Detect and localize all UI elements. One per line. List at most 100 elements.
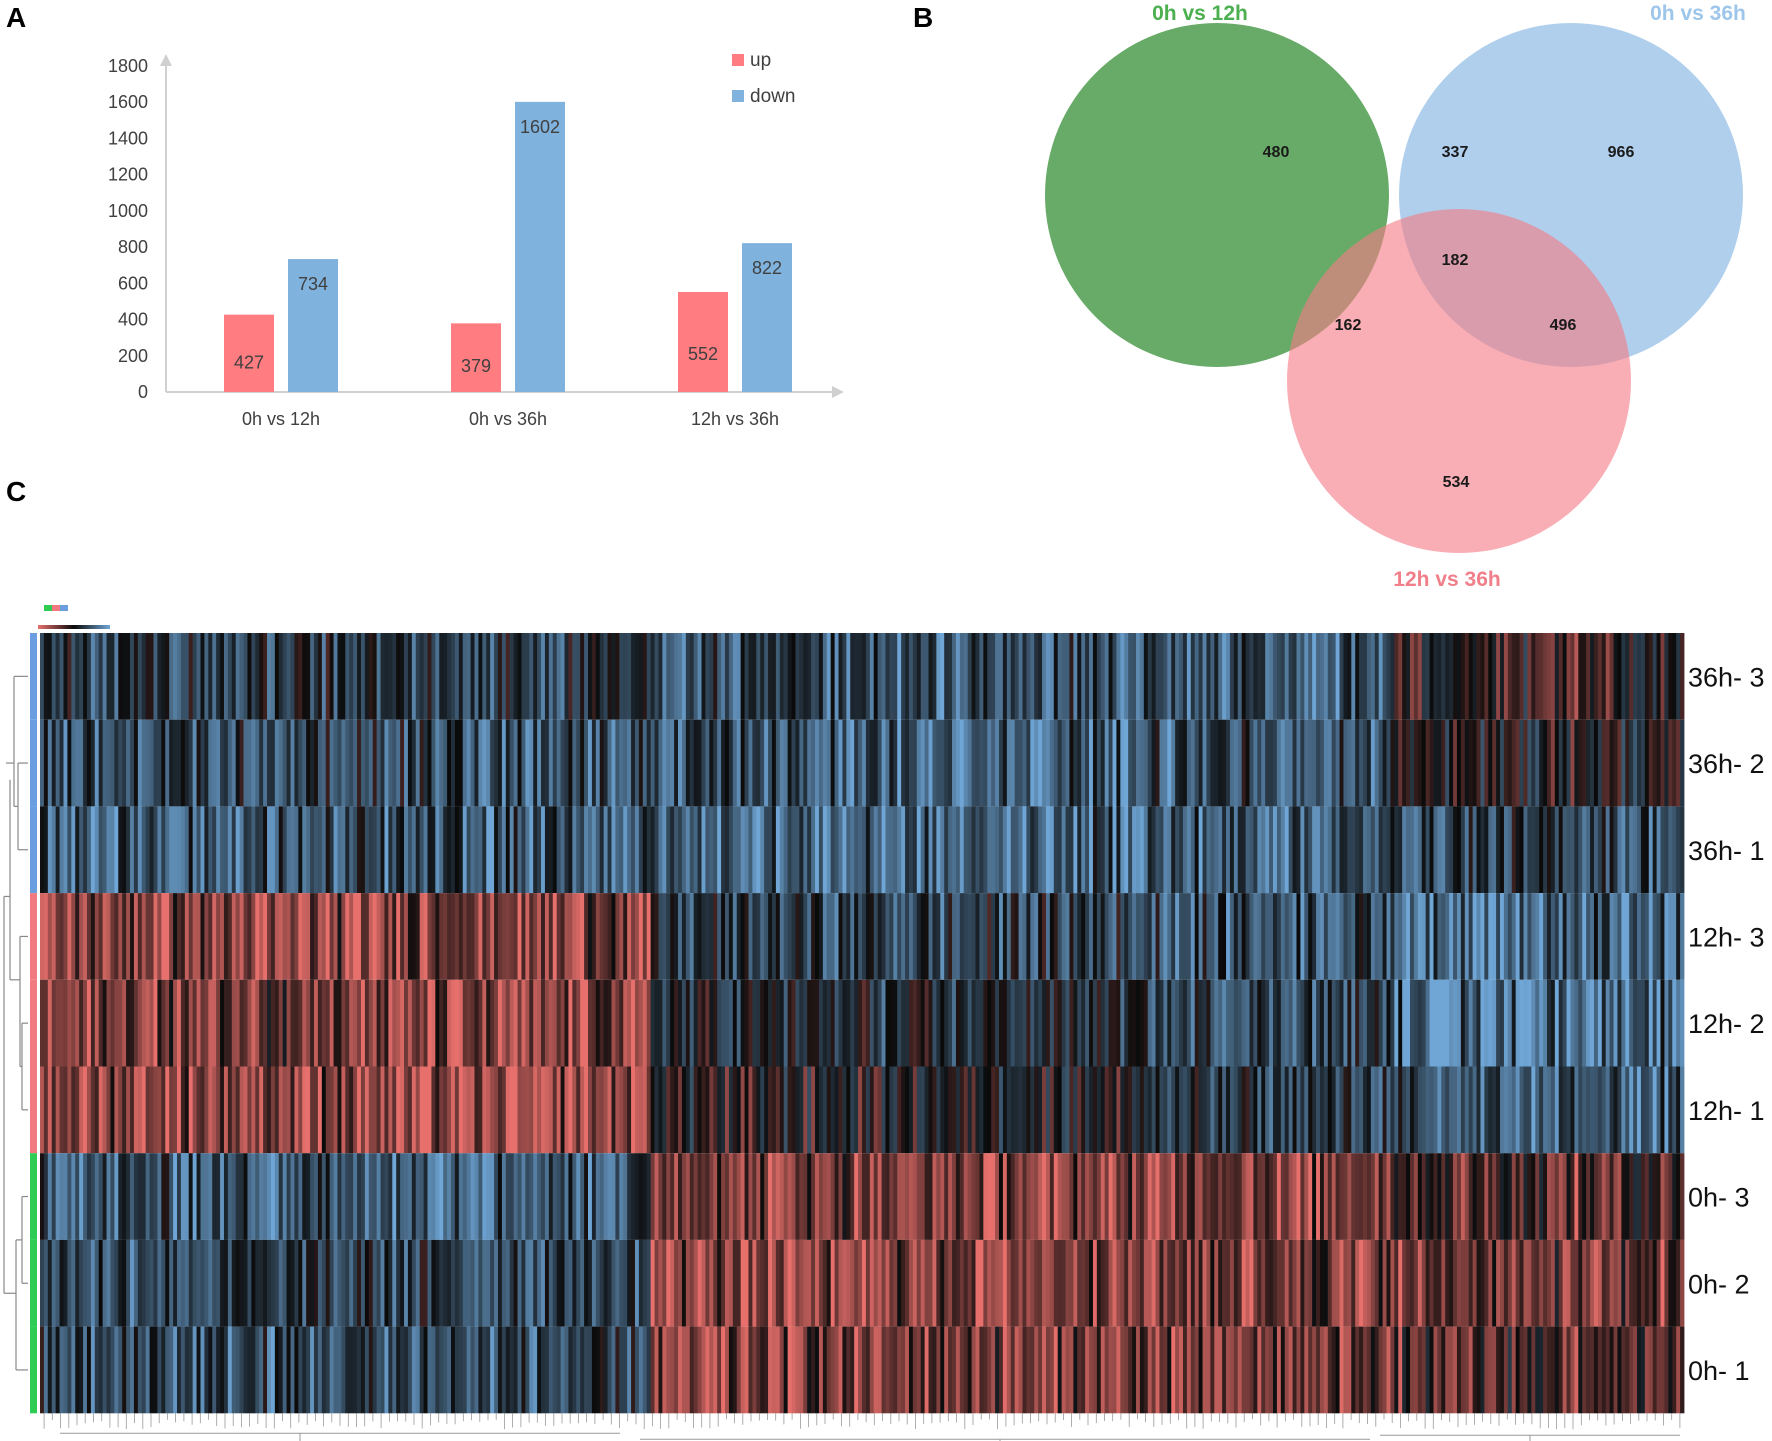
heatmap-cell [1468,1066,1474,1154]
heatmap-cell [40,806,45,894]
heatmap-cell [971,1066,976,1154]
heatmap-cell [650,1239,655,1327]
heatmap-cell [752,893,757,980]
heatmap-cell [59,893,64,980]
heatmap-cell [1644,1239,1650,1327]
heatmap-cell [1656,719,1661,807]
heatmap-cell [282,893,287,980]
heatmap-cell [1578,979,1583,1067]
heatmap-cell [1476,979,1481,1067]
heatmap-cell [916,1239,922,1327]
heatmap-cell [1676,893,1681,980]
heatmap-cell [552,1066,558,1154]
heatmap-cell [310,633,315,720]
heatmap-cell [141,633,147,720]
heatmap-cell [1300,1153,1305,1240]
heatmap-cell [1374,1153,1380,1240]
heatmap-cell [1593,1066,1599,1154]
heatmap-cell [1519,893,1524,980]
heatmap-cell [599,1066,605,1154]
heatmap-cell [693,1239,698,1327]
heatmap-cell [1347,1326,1352,1414]
heatmap-cell [670,979,675,1067]
heatmap-cell [59,719,64,807]
heatmap-cell [286,633,291,720]
heatmap-cell [779,1153,785,1240]
heatmap-cell [791,806,796,894]
heatmap-cell [1049,1153,1055,1240]
heatmap-cell [865,1326,871,1414]
heatmap-cell [1163,719,1168,807]
heatmap-cell [1535,1239,1540,1327]
heatmap-cell [59,633,64,720]
heatmap-cell [1460,1239,1466,1327]
heatmap-cell [1222,893,1227,980]
heatmap-cell [1378,1326,1383,1414]
heatmap-cell [654,806,659,894]
heatmap-cell [274,719,280,807]
heatmap-cell [482,1239,487,1327]
heatmap-cell [674,806,679,894]
heatmap-cell [357,979,362,1067]
heatmap-cell [345,979,350,1067]
heatmap-cell [529,719,534,807]
heatmap-cell [1030,633,1035,720]
heatmap-cell [1116,719,1121,807]
heatmap-cell [674,1066,679,1154]
heatmap-cell [263,1066,268,1154]
heatmap-cell [63,806,68,894]
heatmap-cell [196,893,201,980]
heatmap-cell [1449,979,1454,1067]
heatmap-cell [227,893,233,980]
heatmap-cell [1441,1066,1446,1154]
heatmap-cell [1312,633,1317,720]
heatmap-cell [466,1326,471,1414]
heatmap-cell [1116,1239,1121,1327]
heatmap-cell [787,1239,792,1327]
heatmap-cell [1069,806,1074,894]
heatmap-cell [1343,893,1348,980]
heatmap-cell [862,1066,867,1154]
heatmap-cell [1629,1153,1634,1240]
heatmap-cell [1672,633,1677,720]
heatmap-cell [768,893,773,980]
heatmap-cell [717,893,722,980]
heatmap-cell [1280,1153,1286,1240]
heatmap-cell [286,719,291,807]
heatmap-cell [701,806,706,894]
heatmap-cell [1132,979,1137,1067]
heatmap-cell [1382,1066,1387,1154]
heatmap-cell [1241,1326,1246,1414]
heatmap-cell [791,633,796,720]
heatmap-cell [912,1239,918,1327]
heatmap-cell [591,1066,597,1154]
heatmap-cell [1460,633,1466,720]
heatmap-cell [560,1326,565,1414]
heatmap-cell [509,633,515,720]
heatmap-cell [1445,979,1450,1067]
heatmap-cell [717,1326,722,1414]
heatmap-cell [1042,719,1047,807]
heatmap-cell [447,893,452,980]
heatmap-cell [1253,1066,1258,1154]
heatmap-cell [1053,1239,1059,1327]
heatmap-cell [1363,719,1368,807]
heatmap-cell [1276,719,1282,807]
heatmap-cell [1245,1066,1250,1154]
heatmap-cell [1026,633,1031,720]
heatmap-cell [1124,719,1129,807]
heatmap-cell [1421,806,1427,894]
heatmap-cell [1073,806,1078,894]
heatmap-cell [905,633,910,720]
heatmap-cell [901,1239,906,1327]
heatmap-cell [564,1326,569,1414]
heatmap-cell [1167,1326,1172,1414]
heatmap-cell [1366,1326,1372,1414]
heatmap-cell [1453,1153,1458,1240]
heatmap-cell [1292,979,1297,1067]
heatmap-cell [1613,1326,1618,1414]
heatmap-cell [1186,979,1192,1067]
heatmap-cell [834,719,839,807]
heatmap-cell [1194,1326,1200,1414]
heatmap-cell [353,1153,358,1240]
